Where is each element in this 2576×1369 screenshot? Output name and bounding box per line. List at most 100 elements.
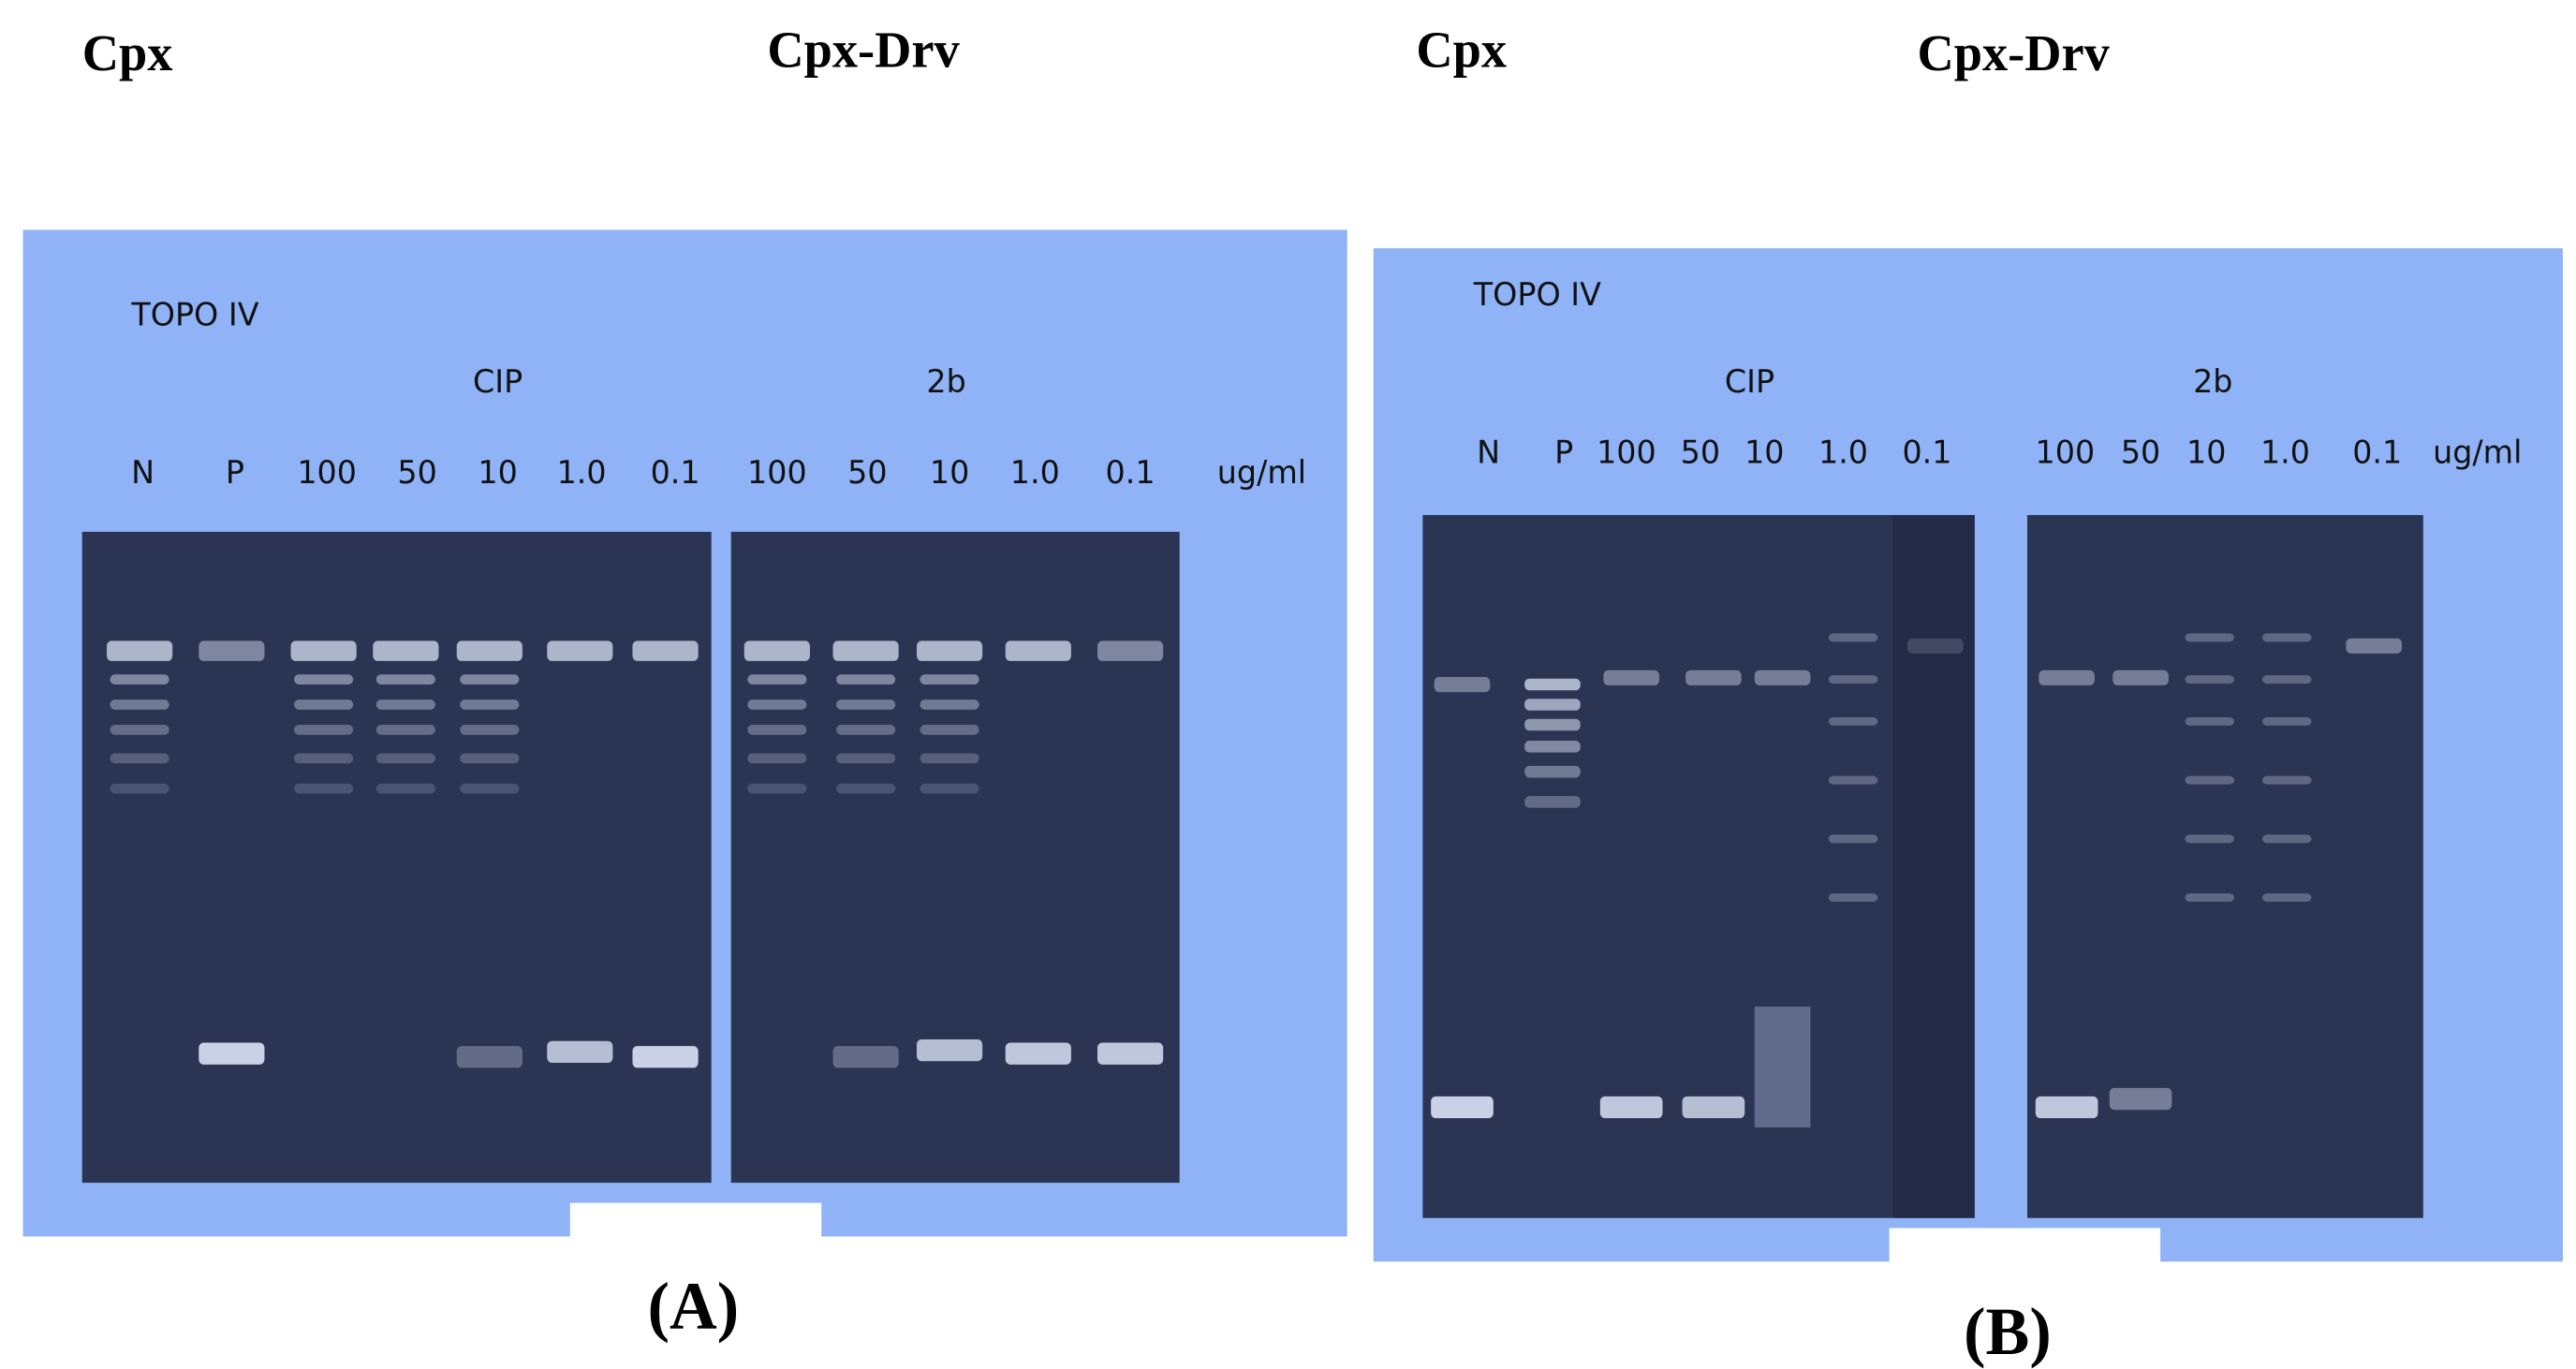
band [920, 725, 979, 735]
gel-edge [1892, 515, 1975, 1218]
band [2261, 775, 2312, 785]
header: Cpx-Drv [1917, 24, 2110, 82]
band [916, 1038, 983, 1062]
notch [1889, 1228, 2161, 1265]
lane-label: 0.1 [2352, 434, 2402, 470]
band [110, 674, 169, 684]
band [1005, 640, 1071, 661]
group-label: CIP [1725, 363, 1774, 400]
band [1603, 670, 1660, 685]
lane-label: 100 [297, 454, 357, 491]
band [375, 674, 435, 684]
band [836, 783, 896, 794]
band [1434, 676, 1491, 693]
band [460, 783, 520, 794]
band [836, 674, 896, 684]
band [199, 1042, 265, 1065]
band [1524, 741, 1581, 753]
band [1005, 1042, 1071, 1065]
band [107, 640, 173, 661]
band [294, 753, 354, 764]
lane-label: 1.0 [557, 454, 607, 491]
band [460, 753, 520, 764]
band [110, 699, 169, 710]
band [1524, 699, 1581, 711]
band [1097, 640, 1164, 661]
unit: ug/ml [1217, 454, 1306, 491]
band [2185, 775, 2235, 785]
lane-label: 1.0 [1818, 434, 1868, 470]
gel [81, 531, 712, 1184]
enzyme: TOPO IV [1473, 276, 1601, 313]
band [110, 753, 169, 764]
band [1682, 1096, 1745, 1119]
band [1524, 765, 1581, 778]
band [747, 783, 807, 794]
band [294, 699, 354, 710]
band [373, 640, 439, 661]
band [2109, 1087, 2172, 1111]
band [832, 640, 899, 661]
band [2346, 638, 2403, 654]
band [836, 725, 896, 735]
band [375, 753, 435, 764]
band [375, 725, 435, 735]
smear [1754, 1007, 1811, 1127]
band [2261, 633, 2312, 642]
band [1828, 633, 1878, 642]
lane-label: 0.1 [1902, 434, 1951, 470]
lane-label: 10 [930, 454, 969, 491]
band [2185, 633, 2235, 642]
band [2185, 834, 2235, 844]
lane-label: N [131, 454, 155, 491]
band [1828, 893, 1878, 903]
band [375, 783, 435, 794]
header: Cpx-Drv [767, 21, 960, 79]
band [110, 725, 169, 735]
lane-label: 50 [847, 454, 887, 491]
lane-label: 100 [2036, 434, 2096, 470]
band [1828, 775, 1878, 785]
lane-label: 50 [397, 454, 436, 491]
band [836, 753, 896, 764]
band [2185, 893, 2235, 903]
band [2185, 675, 2235, 684]
group-label: CIP [473, 363, 523, 400]
band [294, 783, 354, 794]
band [920, 753, 979, 764]
lane-label: 10 [2186, 434, 2226, 470]
band [2039, 670, 2095, 685]
band [1828, 834, 1878, 844]
panel-label: (A) [648, 1270, 739, 1344]
band [1828, 716, 1878, 726]
panel-label: (B) [1964, 1295, 2052, 1369]
band [632, 1046, 699, 1068]
band [1431, 1096, 1494, 1119]
band [199, 640, 265, 661]
band [836, 699, 896, 710]
band [547, 1040, 613, 1064]
lane-label: 100 [1597, 434, 1656, 470]
group-label: 2b [2193, 363, 2232, 400]
band [2261, 893, 2312, 903]
band [920, 783, 979, 794]
lane-label: 100 [747, 454, 807, 491]
band [632, 640, 699, 661]
band [2261, 834, 2312, 844]
band [1524, 678, 1581, 691]
band [747, 674, 807, 684]
band [375, 699, 435, 710]
band [290, 640, 357, 661]
gel [730, 531, 1180, 1184]
lane-label: 10 [1744, 434, 1784, 470]
enzyme: TOPO IV [130, 296, 258, 332]
header: Cpx [1416, 21, 1507, 79]
lane-label: P [226, 454, 244, 491]
band [456, 640, 523, 661]
band [294, 725, 354, 735]
unit: ug/ml [2433, 434, 2522, 470]
lane-label: 0.1 [651, 454, 700, 491]
band [456, 1046, 523, 1068]
band [747, 699, 807, 710]
